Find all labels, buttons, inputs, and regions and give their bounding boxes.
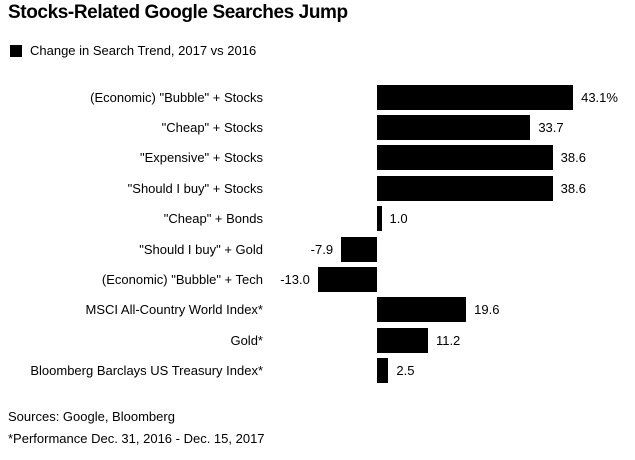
category-label: (Economic) "Bubble" + Tech [101, 272, 263, 288]
chart-row: "Cheap" + Bonds 1.0 [8, 204, 627, 234]
chart-row: "Should I buy" + Stocks 38.6 [8, 173, 627, 203]
bar-area: 38.6 [263, 143, 627, 173]
category-label: Gold* [230, 332, 263, 348]
bar [377, 358, 389, 384]
bar-area: 1.0 [263, 204, 627, 234]
value-label: 43.1% [581, 89, 618, 105]
chart-row: MSCI All-Country World Index* 19.6 [8, 295, 627, 325]
bar-area: 38.6 [263, 173, 627, 203]
bar [377, 84, 574, 110]
chart-row: Bloomberg Barclays US Treasury Index* 2.5 [8, 356, 627, 386]
footnote-line: *Performance Dec. 31, 2016 - Dec. 15, 20… [8, 431, 265, 446]
footer: Sources: Google, Bloomberg *Performance … [8, 406, 265, 450]
bar-area: -13.0 [263, 264, 627, 294]
bar-area: -7.9 [263, 234, 627, 264]
legend-swatch-icon [10, 44, 22, 57]
bar-chart: (Economic) "Bubble" + Stocks 43.1% "Cheap"… [8, 82, 627, 386]
chart-row: "Should I buy" + Gold -7.9 [8, 234, 627, 264]
value-label: 2.5 [396, 363, 415, 379]
bar [341, 236, 377, 262]
value-label: 19.6 [474, 302, 500, 318]
chart-row: "Cheap" + Stocks 33.7 [8, 112, 627, 142]
chart-row: (Economic) "Bubble" + Stocks 43.1% [8, 82, 627, 112]
bar [377, 115, 531, 141]
category-label: "Should I buy" + Gold [139, 241, 263, 257]
value-label: 1.0 [389, 211, 408, 227]
bar-area: 33.7 [263, 112, 627, 142]
chart-row: (Economic) "Bubble" + Tech -13.0 [8, 264, 627, 294]
value-label: 38.6 [560, 150, 586, 166]
bar-area: 19.6 [263, 295, 627, 325]
category-label: MSCI All-Country World Index* [85, 302, 264, 318]
bar-area: 11.2 [263, 325, 627, 355]
category-label: Bloomberg Barclays US Treasury Index* [30, 363, 263, 379]
bar [377, 327, 428, 353]
category-label: "Cheap" + Bonds [163, 211, 263, 227]
bar [377, 145, 553, 171]
legend: Change in Search Trend, 2017 vs 2016 [10, 43, 256, 58]
bar [317, 267, 377, 293]
sources-line: Sources: Google, Bloomberg [8, 409, 175, 424]
bar [377, 206, 382, 232]
category-label: "Should I buy" + Stocks [127, 180, 263, 196]
legend-label: Change in Search Trend, 2017 vs 2016 [30, 43, 257, 58]
value-label: -7.9 [310, 241, 334, 257]
value-label: 33.7 [538, 120, 564, 136]
chart-title: Stocks-Related Google Searches Jump [8, 2, 348, 23]
chart-row: Gold* 11.2 [8, 325, 627, 355]
value-label: -13.0 [280, 272, 310, 288]
category-label: (Economic) "Bubble" + Stocks [90, 89, 263, 105]
bar [377, 297, 467, 323]
value-label: 38.6 [560, 180, 586, 196]
bar [377, 175, 553, 201]
category-label: "Cheap" + Stocks [161, 120, 263, 136]
bar-area: 43.1% [263, 82, 627, 112]
category-label: "Expensive" + Stocks [139, 150, 263, 166]
chart-row: "Expensive" + Stocks 38.6 [8, 143, 627, 173]
value-label: 11.2 [435, 332, 461, 348]
bar-area: 2.5 [263, 356, 627, 386]
